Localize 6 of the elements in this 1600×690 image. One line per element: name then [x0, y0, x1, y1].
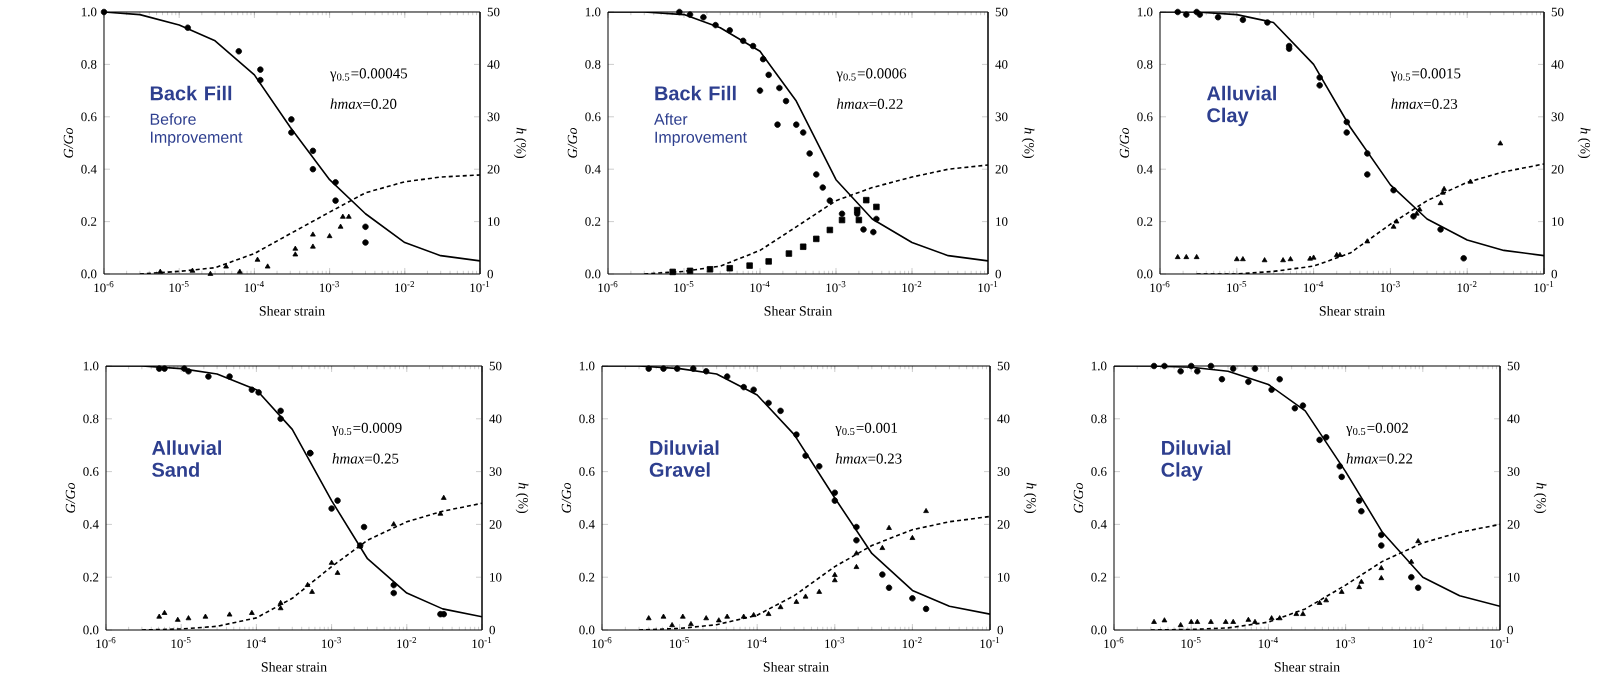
annotation: Alluvial Clay — [1206, 85, 1276, 127]
annotation: Alluvial Sand — [152, 440, 221, 477]
annotation: Diluvial Clay — [1161, 440, 1231, 481]
annotation: Diluvial Gravel — [649, 440, 719, 477]
annotation: Back Fill — [150, 85, 232, 101]
annotation: Back Fill — [655, 85, 736, 101]
